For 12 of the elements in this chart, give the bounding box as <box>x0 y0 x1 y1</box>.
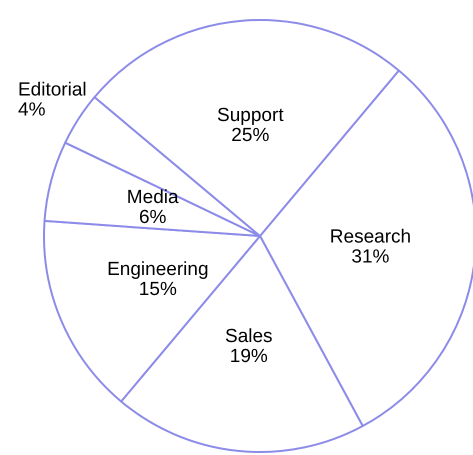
data-label: 4% <box>18 100 46 120</box>
data-label: 31% <box>351 246 390 268</box>
slice-label: Research <box>330 226 412 248</box>
data-label: 6% <box>138 207 167 228</box>
data-label: 19% <box>230 346 268 367</box>
data-label: 25% <box>231 124 270 146</box>
slice-label: Support <box>217 104 284 126</box>
slice-label: Media <box>126 187 179 208</box>
slice-label: Engineering <box>107 258 209 280</box>
slice-label: Editorial <box>18 80 87 100</box>
slice-label: Sales <box>225 326 273 347</box>
data-label: 15% <box>138 278 177 300</box>
